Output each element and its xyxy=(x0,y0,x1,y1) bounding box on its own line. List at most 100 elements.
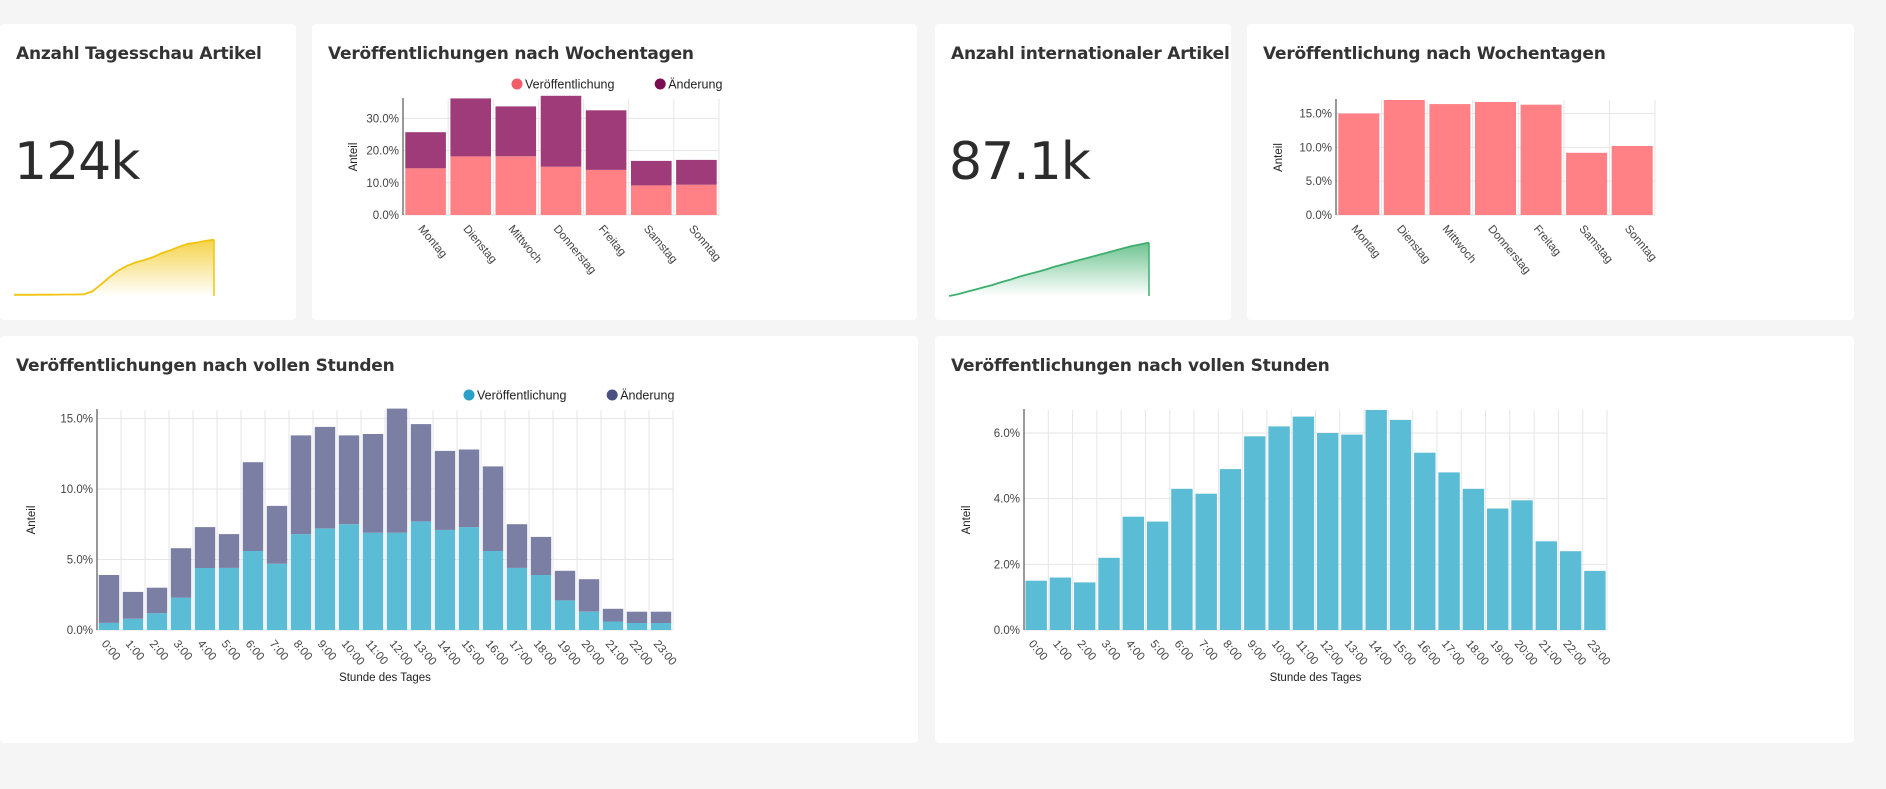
bar-22-00-series1 xyxy=(626,622,648,630)
bar-12-00-series2 xyxy=(386,408,408,533)
x-tick-label: 5:00 xyxy=(1147,638,1171,663)
bar-22-00-series1 xyxy=(1559,551,1582,630)
bar-Mittwoch-series1 xyxy=(1429,104,1471,215)
bar-7-00-series1 xyxy=(1195,493,1217,630)
x-tick-label: Samstag xyxy=(1576,223,1614,265)
card-title: Anzahl Tagesschau Artikel xyxy=(16,44,262,64)
x-tick-label: 23:00 xyxy=(1585,638,1613,668)
x-tick-label: 0:00 xyxy=(1026,638,1050,663)
card-title: Veröffentlichung nach Wochentagen xyxy=(1263,44,1606,64)
bar-11-00-series1 xyxy=(362,532,384,630)
y-tick-label: 2.0% xyxy=(994,559,1020,571)
x-tick-label: 10:00 xyxy=(1269,638,1297,668)
x-tick-label: 20:00 xyxy=(1512,638,1540,668)
card-title: Veröffentlichungen nach Wochentagen xyxy=(328,44,694,64)
legend-marker xyxy=(511,78,523,90)
legend-marker xyxy=(654,78,666,90)
bar-2-00-series1 xyxy=(146,613,168,630)
x-tick-label: Samstag xyxy=(641,223,679,265)
bar-0-00-series1 xyxy=(98,622,120,630)
x-tick-label: 13:00 xyxy=(1342,638,1370,668)
x-tick-label: 14:00 xyxy=(1366,638,1394,668)
bar-3-00-series2 xyxy=(170,548,192,598)
x-tick-label: 21:00 xyxy=(1536,638,1564,668)
y-tick-label: 6.0% xyxy=(994,428,1020,440)
bar-Samstag-series2 xyxy=(631,160,672,186)
bar-17-00-series1 xyxy=(506,567,528,630)
legend-marker xyxy=(606,389,618,401)
bar-10-00-series2 xyxy=(338,435,360,525)
x-tick-label: 0:00 xyxy=(99,638,123,663)
x-tick-label: 22:00 xyxy=(627,638,655,668)
bar-1-00-series2 xyxy=(122,591,144,619)
card-title: Veröffentlichungen nach vollen Stunden xyxy=(951,356,1330,376)
x-tick-label: 19:00 xyxy=(1487,638,1515,668)
bar-11-00-series1 xyxy=(1292,416,1315,630)
bar-4-00-series1 xyxy=(194,567,216,630)
x-tick-label: 15:00 xyxy=(459,638,487,668)
bar-12-00-series1 xyxy=(386,532,408,630)
x-tick-label: 20:00 xyxy=(579,638,607,668)
x-tick-label: 17:00 xyxy=(1439,638,1467,668)
bar-11-00-series2 xyxy=(362,434,384,533)
x-tick-label: Freitag xyxy=(596,223,628,258)
sparkline-line xyxy=(14,238,215,296)
legend-label: Veröffentlichung xyxy=(477,389,566,403)
x-tick-label: 2:00 xyxy=(147,638,171,663)
x-tick-label: 6:00 xyxy=(243,638,267,663)
bar-21-00-series1 xyxy=(602,621,624,630)
y-tick-label: 5.0% xyxy=(67,554,93,566)
x-tick-label: Donnerstag xyxy=(1485,223,1532,276)
bar-14-00-series1 xyxy=(1365,410,1387,630)
bar-10-00-series1 xyxy=(1268,426,1290,630)
x-tick-label: 5:00 xyxy=(219,638,243,663)
bar-Donnerstag-series1 xyxy=(540,166,582,215)
legend-label: Veröffentlichung xyxy=(525,78,614,92)
bar-16-00-series2 xyxy=(482,466,504,551)
x-tick-label: 3:00 xyxy=(1099,638,1123,663)
bar-14-00-series1 xyxy=(434,529,456,630)
bar-4-00-series1 xyxy=(1122,516,1144,630)
x-tick-label: 11:00 xyxy=(1293,638,1320,667)
legend-marker xyxy=(463,389,475,401)
bar-18-00-series2 xyxy=(530,536,552,575)
y-tick-label: 4.0% xyxy=(994,494,1020,506)
sparkline-area xyxy=(14,239,214,296)
sparkline-line xyxy=(949,241,1150,297)
x-tick-label: 8:00 xyxy=(291,638,315,663)
bar-2-00-series2 xyxy=(146,587,168,614)
bar-8-00-series1 xyxy=(1219,469,1242,630)
bar-Freitag-series2 xyxy=(585,110,627,170)
legend-label: Änderung xyxy=(620,389,674,403)
sparkline-chart xyxy=(949,241,1150,297)
bar-Mittwoch-series1 xyxy=(495,156,537,215)
big-number-value: 124k xyxy=(14,132,140,192)
card-weekday-stacked: Veröffentlichungen nach Wochentagen 0.0%… xyxy=(312,24,917,320)
x-tick-label: 1:00 xyxy=(1050,638,1074,663)
bar-9-00-series1 xyxy=(1244,436,1266,630)
bar-7-00-series1 xyxy=(266,563,288,630)
bar-Freitag-series1 xyxy=(1520,104,1562,215)
bar-9-00-series2 xyxy=(314,426,336,529)
y-tick-label: 0.0% xyxy=(373,210,399,222)
bar-22-00-series2 xyxy=(626,611,648,623)
x-tick-label: Dienstag xyxy=(460,223,498,265)
bar-0-00-series1 xyxy=(1025,580,1047,630)
bar-9-00-series1 xyxy=(314,528,336,630)
y-tick-label: 10.0% xyxy=(60,484,93,496)
bar-16-00-series1 xyxy=(482,551,504,630)
bar-20-00-series1 xyxy=(578,611,600,630)
x-tick-label: 15:00 xyxy=(1390,638,1418,668)
x-tick-label: 18:00 xyxy=(1463,638,1491,668)
x-tick-label: 4:00 xyxy=(1123,638,1147,663)
bar-23-00-series1 xyxy=(650,622,672,630)
y-axis-label: Anteil xyxy=(348,143,360,172)
x-tick-label: 2:00 xyxy=(1074,638,1098,663)
big-number-value: 87.1k xyxy=(949,132,1091,192)
y-tick-label: 30.0% xyxy=(366,113,399,125)
bar-5-00-series2 xyxy=(218,534,240,568)
bar-20-00-series2 xyxy=(578,579,600,612)
bar-17-00-series1 xyxy=(1438,472,1460,630)
y-axis-label: Anteil xyxy=(961,506,973,535)
bar-19-00-series2 xyxy=(554,570,576,601)
